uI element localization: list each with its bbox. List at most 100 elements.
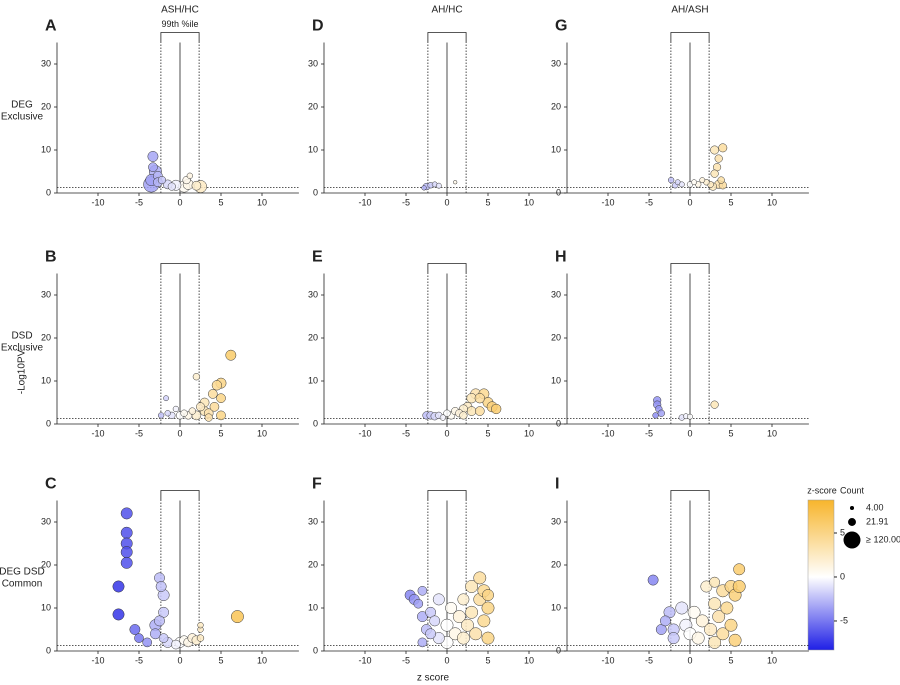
data-point xyxy=(687,605,701,619)
data-point xyxy=(413,598,424,609)
x-axis-label: z score xyxy=(417,673,450,684)
percentile-bracket xyxy=(670,490,710,501)
y-tick-label: 20 xyxy=(551,559,561,569)
data-point xyxy=(129,624,141,635)
y-tick-label: 20 xyxy=(41,559,51,569)
data-point xyxy=(699,177,706,183)
x-tick-label: -10 xyxy=(601,655,614,665)
data-point xyxy=(475,406,485,416)
panel: B -10 -5 0 5 10 0 10 20 30 xyxy=(41,249,299,438)
y-tick-label: 30 xyxy=(41,58,51,68)
panel: F -10 -5 0 5 10 0 10 20 30 xyxy=(308,476,566,665)
data-point xyxy=(208,389,218,399)
data-point xyxy=(157,176,167,185)
data-point xyxy=(211,380,223,391)
size-legend-dot xyxy=(849,505,855,511)
data-point xyxy=(163,395,169,402)
data-point xyxy=(192,373,201,381)
data-point xyxy=(659,615,671,627)
data-point xyxy=(456,631,470,645)
x-tick-label: 0 xyxy=(177,428,182,438)
x-tick-label: -10 xyxy=(91,428,104,438)
y-tick-label: 30 xyxy=(41,289,51,299)
data-point xyxy=(171,639,181,650)
y-tick-label: 30 xyxy=(308,58,318,68)
size-legend-label: ≥ 120.00 xyxy=(866,534,900,544)
data-point xyxy=(466,406,477,416)
data-point xyxy=(461,618,474,632)
data-point xyxy=(155,581,167,592)
data-point xyxy=(186,172,193,179)
colorbar-tick-label: 0 xyxy=(840,571,845,581)
row-label: Common xyxy=(2,579,43,590)
x-tick-label: -5 xyxy=(135,197,143,207)
x-tick-label: -5 xyxy=(402,655,410,665)
percentile-bracket xyxy=(160,32,200,43)
row-label: Exclusive xyxy=(1,343,44,354)
data-point xyxy=(147,151,159,162)
data-point xyxy=(204,413,213,422)
data-point xyxy=(196,402,205,412)
y-tick-label: 30 xyxy=(551,516,561,526)
data-point xyxy=(691,179,697,186)
x-tick-label: 5 xyxy=(485,428,490,438)
y-axis-label: -Log10PV xyxy=(17,349,28,394)
data-point xyxy=(191,180,202,191)
colorbar-title: z-score xyxy=(807,485,837,495)
x-tick-label: 5 xyxy=(728,428,733,438)
data-point xyxy=(678,181,685,188)
y-tick-label: 20 xyxy=(41,101,51,111)
size-legend-label: 21.91 xyxy=(866,516,889,526)
x-tick-label: 5 xyxy=(485,655,490,665)
percentile-bracket xyxy=(670,32,710,43)
x-tick-label: 0 xyxy=(177,197,182,207)
annotation: 99th %ile xyxy=(161,19,198,29)
panel: D -10 -5 0 5 10 0 10 20 30 xyxy=(308,18,566,207)
y-tick-label: 10 xyxy=(308,375,318,385)
x-tick-label: 0 xyxy=(687,655,692,665)
data-point xyxy=(732,580,746,593)
data-point xyxy=(647,574,659,586)
y-tick-label: 10 xyxy=(41,144,51,154)
data-point xyxy=(474,393,485,404)
data-point xyxy=(188,407,196,415)
data-point xyxy=(481,631,495,645)
colorbar-tick-label: 5 xyxy=(840,527,845,537)
panel-letter: D xyxy=(312,18,324,35)
data-point xyxy=(457,593,470,606)
data-point xyxy=(435,182,442,189)
data-point xyxy=(675,601,689,615)
row-label: DEG DSD xyxy=(0,567,45,578)
panel-letter: A xyxy=(45,18,57,35)
panel-letter: H xyxy=(555,249,567,266)
data-point xyxy=(417,637,428,648)
x-tick-label: -10 xyxy=(358,197,371,207)
x-tick-label: -5 xyxy=(645,197,653,207)
y-tick-label: 20 xyxy=(41,332,51,342)
row-label: DSD xyxy=(11,331,32,342)
data-point xyxy=(120,546,133,559)
x-tick-label: -10 xyxy=(601,428,614,438)
y-tick-label: 20 xyxy=(308,332,318,342)
x-tick-label: 10 xyxy=(767,428,777,438)
y-tick-label: 0 xyxy=(313,418,318,428)
data-point xyxy=(473,571,487,585)
size-legend-title: Count xyxy=(840,485,865,495)
data-point xyxy=(481,601,495,615)
data-point xyxy=(164,410,171,417)
x-tick-label: -10 xyxy=(91,655,104,665)
x-tick-label: 10 xyxy=(257,655,267,665)
panel-letter: C xyxy=(45,476,57,493)
data-point xyxy=(149,628,161,640)
y-tick-label: 0 xyxy=(313,187,318,197)
size-legend-dot xyxy=(843,531,861,549)
data-point xyxy=(216,393,226,403)
y-tick-label: 0 xyxy=(556,418,561,428)
data-point xyxy=(714,154,723,163)
y-tick-label: 20 xyxy=(551,101,561,111)
panel-letter: I xyxy=(555,476,559,493)
data-point xyxy=(421,185,427,191)
x-tick-label: 5 xyxy=(485,197,490,207)
panel: G -10 -5 0 5 10 0 10 20 30 xyxy=(551,18,809,207)
data-point xyxy=(452,610,466,624)
